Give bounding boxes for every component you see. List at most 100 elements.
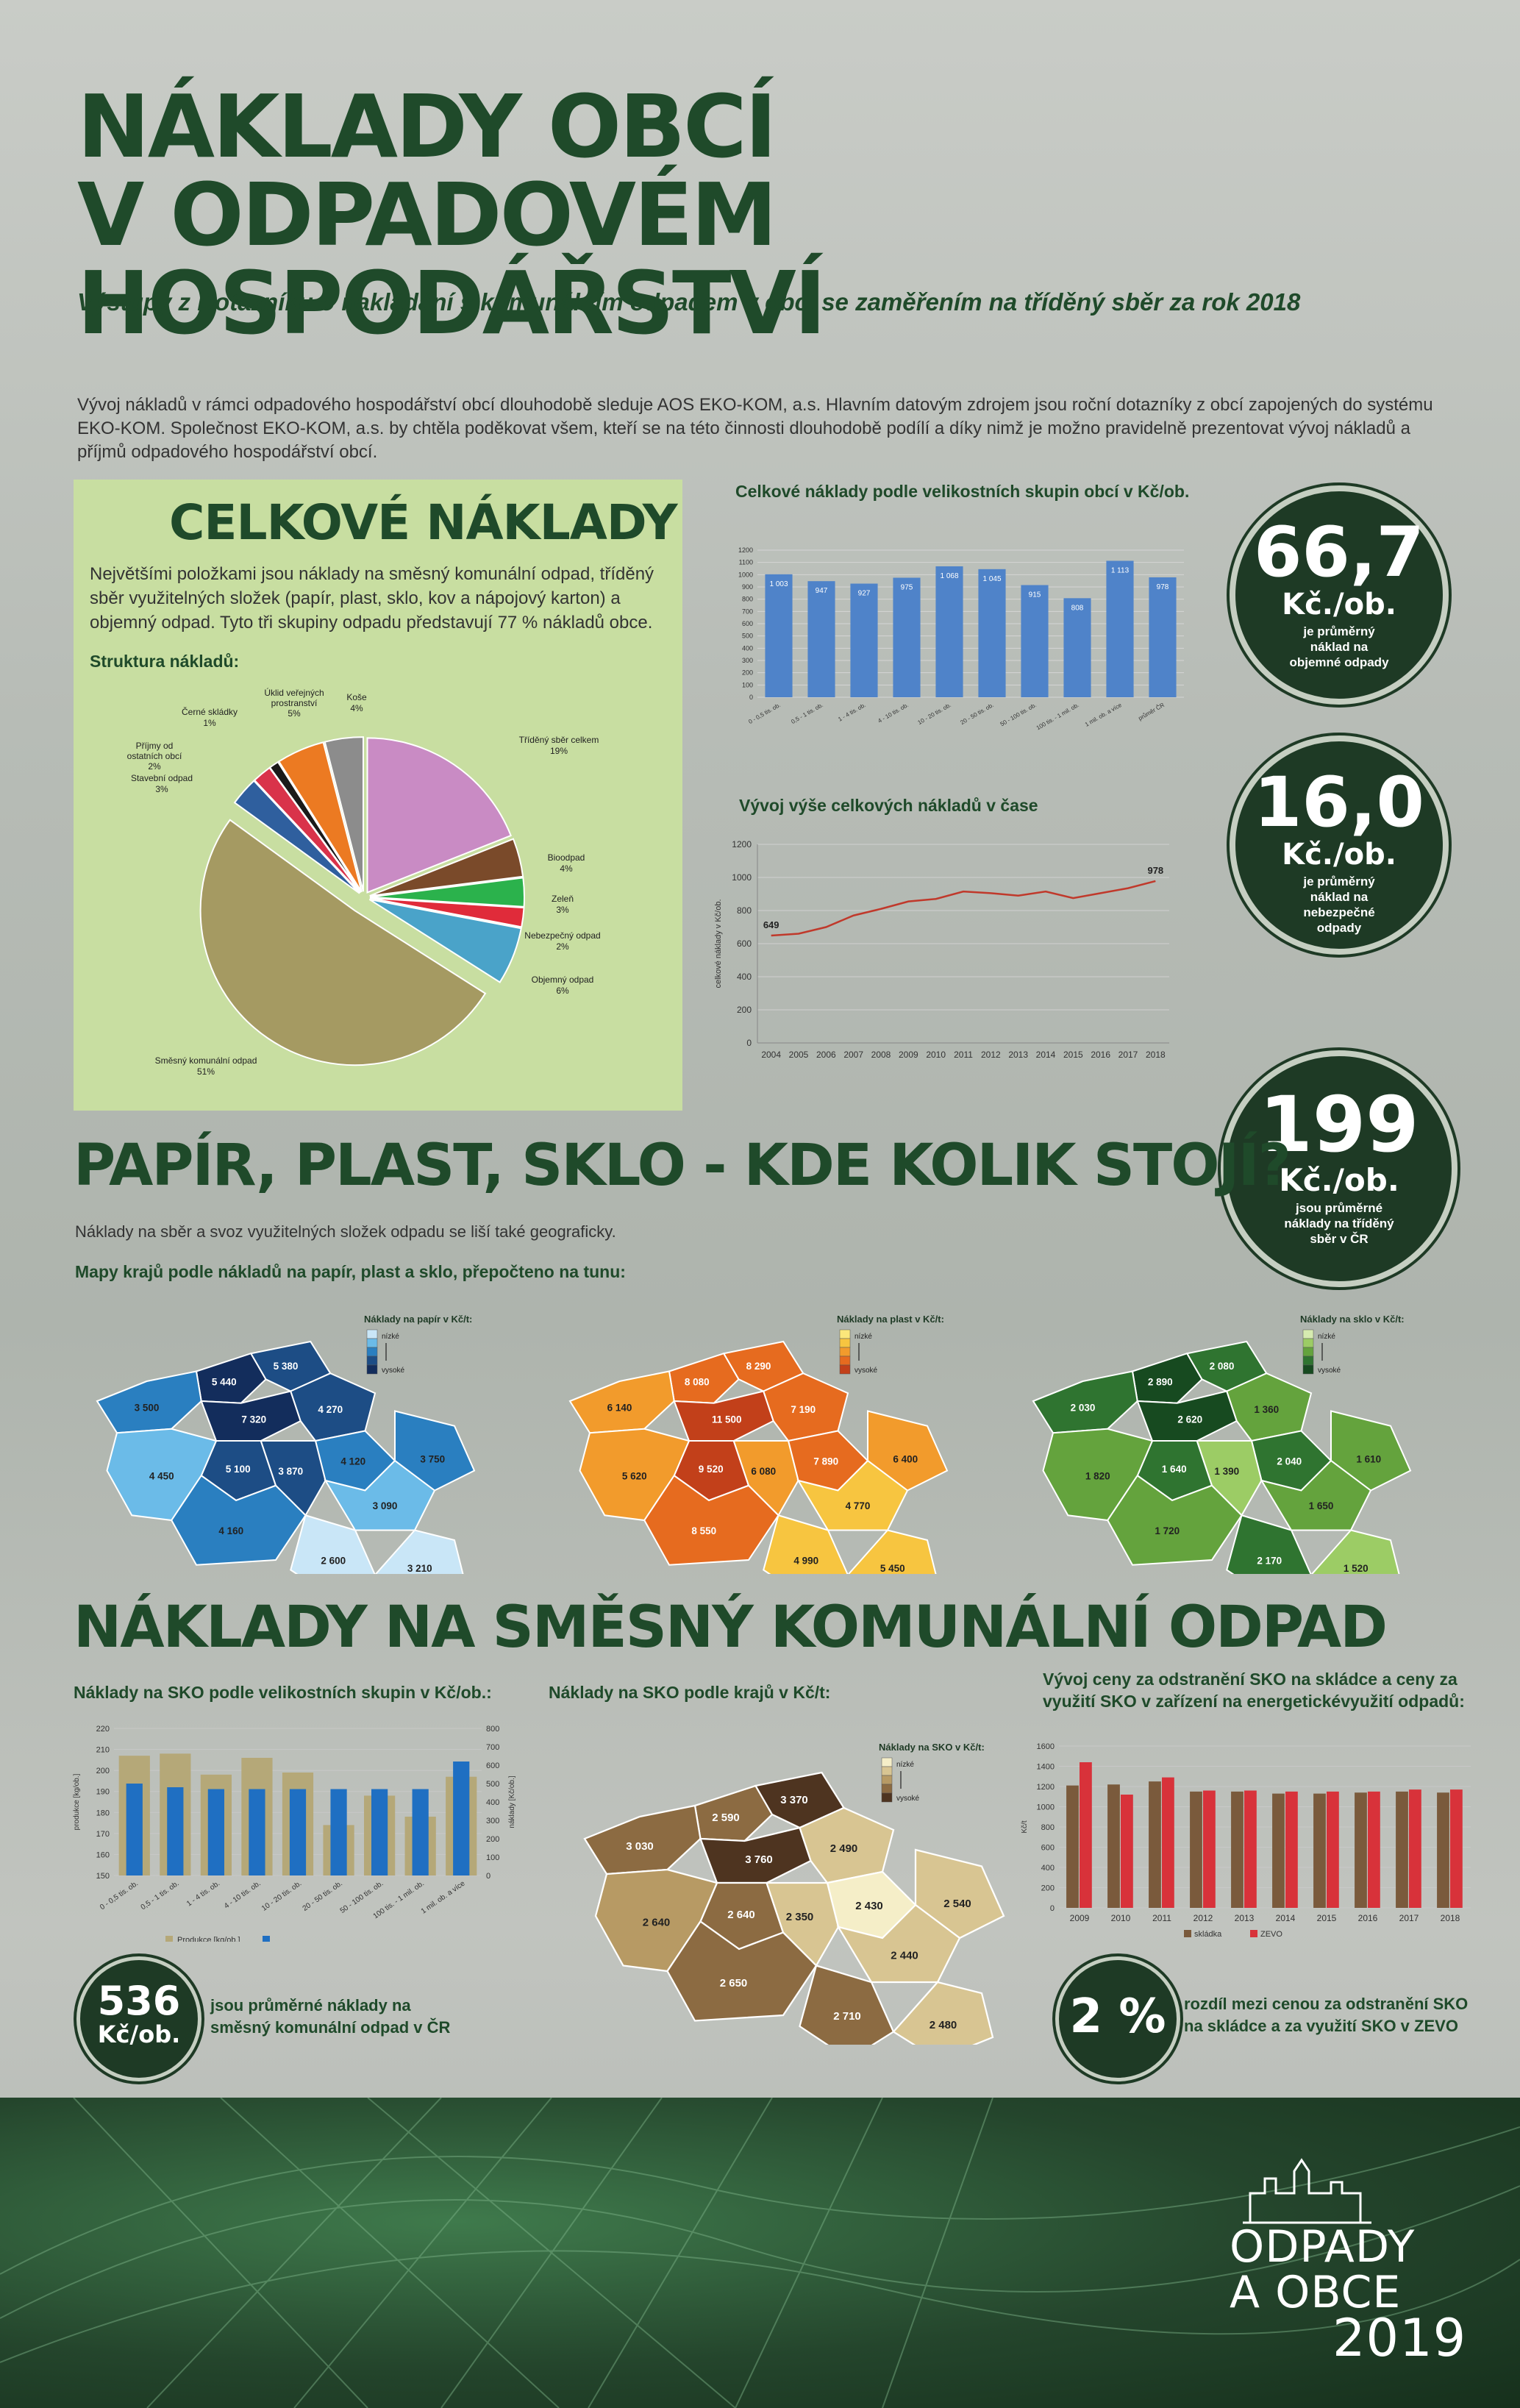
sko-category-label: 1 - 4 tis. ob.	[185, 1879, 221, 1908]
bar-data-label: 915	[1029, 591, 1041, 599]
map-region-value: 2 590	[712, 1812, 740, 1824]
map-region-value: 11 500	[712, 1414, 742, 1425]
price-xtick-label: 2009	[1070, 1913, 1090, 1923]
sko-right-tick: 500	[486, 1780, 499, 1789]
sko-category-label: 4 - 10 tis. ob.	[223, 1879, 263, 1910]
price-bar	[1272, 1793, 1285, 1908]
map-legend-high: vysoké	[896, 1795, 920, 1803]
line-ytick-label: 200	[737, 1005, 752, 1015]
map-legend-low: nízké	[896, 1761, 914, 1769]
map-region-value: 4 270	[318, 1404, 343, 1415]
pie-slice-percent: 3%	[556, 905, 569, 915]
page-title: NÁKLADY OBCÍ V ODPADOVÉM HOSPODÁŘSTVÍ	[77, 82, 1520, 347]
map-region-value: 7 190	[791, 1404, 816, 1415]
section-paper-plastic-glass-title: PAPÍR, PLAST, SKLO - KDE KOLIK STOJÍ?	[74, 1133, 1291, 1199]
map-region-value: 2 490	[830, 1842, 858, 1855]
sko-cost-bar	[412, 1789, 429, 1876]
map-region-value: 3 760	[745, 1853, 773, 1866]
structure-label: Struktura nákladů:	[90, 652, 240, 671]
logo-line-1: ODPADY	[1230, 2221, 1416, 2273]
sko-right-tick: 400	[486, 1798, 499, 1807]
price-ytick-label: 200	[1041, 1884, 1055, 1893]
map-legend-swatch	[839, 1338, 851, 1348]
map-region-value: 4 120	[340, 1456, 365, 1467]
line-point-label: 649	[763, 919, 779, 930]
stat-unit: Kč/ob.	[97, 2020, 181, 2048]
bar	[850, 583, 878, 697]
stat-caption: je průměrný náklad na objemné odpady	[1289, 624, 1389, 669]
castle-logo-icon	[1243, 2158, 1371, 2224]
pie-slice-percent: 19%	[550, 746, 568, 756]
costs-title: CELKOVÉ NÁKLADY	[169, 494, 678, 551]
sko-category-label: 1 mil. ob. a více	[420, 1879, 467, 1915]
pie-slice-percent: 3%	[155, 784, 168, 794]
stat-price-diff: 2 %	[1055, 1956, 1180, 2081]
sko-category-label: 10 - 20 tis. ob.	[260, 1879, 303, 1912]
map-region-value: 1 360	[1254, 1404, 1279, 1415]
bar	[765, 574, 793, 697]
map-regions: 5 440 5 380 3 500 7 320 4 270 5 100 4 120 4 450…	[96, 1340, 476, 1574]
map-regions: 2 890 2 080 2 030 2 620 1 360 1 640 2 040 1 820…	[1032, 1340, 1412, 1574]
bar-ytick-label: 1200	[738, 546, 753, 554]
map-legend-high: vysoké	[854, 1367, 878, 1375]
map-region-value: 2 540	[943, 1898, 971, 1910]
line-ytick-label: 0	[746, 1038, 752, 1048]
map-glass: 2 890 2 080 2 030 2 620 1 360 1 640 2 040 1 820…	[1032, 1314, 1412, 1574]
map-legend-title: Náklady na sklo v Kč/t:	[1300, 1314, 1405, 1325]
pie-slice-label: Bioodpad	[548, 852, 585, 863]
map-legend: Náklady na papír v Kč/t: nízké vysoké	[364, 1314, 472, 1375]
bar	[1149, 577, 1177, 697]
map-region-value: 3 500	[135, 1403, 160, 1414]
map-region-value: 2 080	[1210, 1361, 1235, 1372]
stat-unit: Kč./ob.	[1282, 838, 1396, 872]
pie-slice-label: Úklid veřejných prostranství	[264, 687, 324, 708]
bar	[978, 569, 1006, 697]
price-xtick-label: 2016	[1358, 1913, 1378, 1923]
title-line-1: NÁKLADY OBCÍ	[77, 76, 777, 177]
bar-data-label: 975	[901, 584, 913, 592]
pie-slice	[199, 819, 487, 1066]
bar-chart: 0 100 200 300 400 500 600 700 800 900 1000 1100 1200…	[738, 546, 1184, 731]
bar-ytick-label: 1100	[739, 559, 753, 566]
pie-slice	[277, 741, 363, 893]
sko-size-chart: 150 160 170 180 190 200 210 220 0 100 200 300 400 500…	[73, 1725, 516, 1942]
map-region-value: 1 720	[1155, 1525, 1180, 1536]
map-legend-swatch	[1302, 1356, 1314, 1366]
pie-slice-label: Koše	[346, 692, 367, 702]
pie-slice	[268, 760, 362, 893]
map-legend-swatch	[881, 1792, 893, 1803]
map-region-value: 5 450	[880, 1563, 905, 1574]
map-legend-swatch	[881, 1757, 893, 1767]
bar-category-label: 10 - 20 tis. ob.	[916, 702, 952, 726]
map-legend-swatch	[839, 1329, 851, 1339]
line-ytick-label: 800	[737, 905, 752, 916]
price-ytick-label: 600	[1041, 1844, 1055, 1853]
stat-unit: Kč./ob.	[1282, 588, 1396, 621]
map-legend-title: Náklady na plast v Kč/t:	[837, 1314, 944, 1325]
logo-year: 2019	[1332, 2308, 1467, 2368]
price-bar	[1450, 1789, 1463, 1908]
price-bar	[1066, 1785, 1079, 1908]
bar-ytick-label: 100	[742, 681, 753, 688]
map-legend-swatch	[366, 1329, 378, 1339]
line-xtick-label: 2007	[843, 1050, 863, 1060]
map-region-value: 3 210	[407, 1563, 432, 1574]
map-sko: 2 590 3 370 3 030 3 760 2 490 2 640 2 430 2 640…	[583, 1742, 1005, 2045]
map-region	[393, 1410, 476, 1492]
bar-data-label: 927	[858, 590, 871, 598]
sko-cost-bar	[207, 1789, 224, 1876]
line-xtick-label: 2018	[1146, 1050, 1166, 1060]
price-legend-label: ZEVO	[1260, 1930, 1282, 1939]
sko-cost-bar	[330, 1789, 347, 1876]
map-region-value: 5 620	[622, 1471, 647, 1482]
line-xtick-label: 2014	[1036, 1050, 1056, 1060]
pie-slice-label: Objemný odpad	[532, 975, 594, 985]
map-region-value: 1 390	[1214, 1466, 1239, 1477]
map-region-value: 6 400	[893, 1454, 918, 1465]
bar-category-label: 0,5 - 1 tis. ob.	[790, 702, 824, 725]
map-region-value: 6 140	[607, 1403, 632, 1414]
map-region-value: 1 520	[1344, 1563, 1369, 1574]
price-bar	[1149, 1781, 1161, 1908]
sko-cost-bar	[289, 1789, 307, 1876]
stat-value: 536	[97, 1978, 181, 2024]
